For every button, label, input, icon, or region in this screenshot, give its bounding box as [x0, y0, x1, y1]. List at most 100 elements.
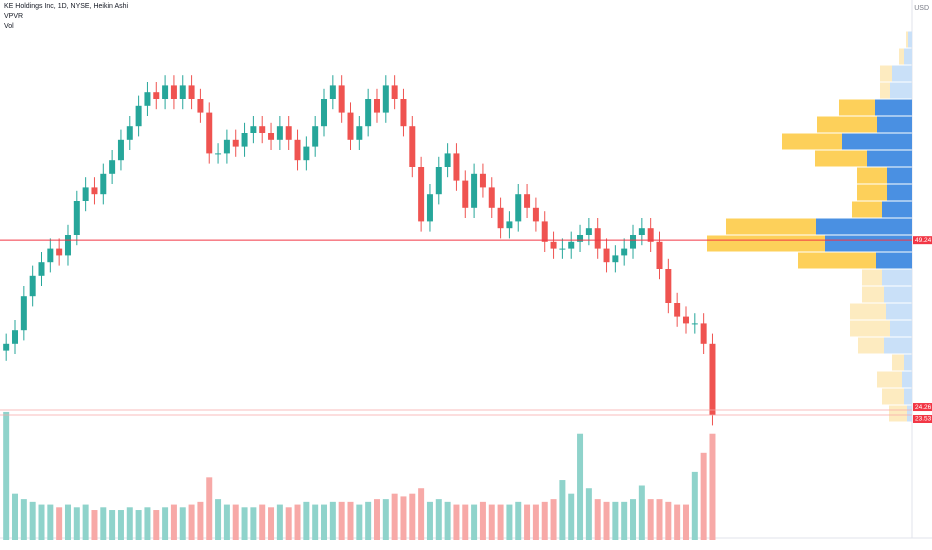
volume-bar	[64, 504, 71, 540]
volume-bar	[321, 504, 328, 540]
volume-bar	[665, 501, 672, 540]
candle-body	[250, 126, 257, 133]
profile-up	[816, 218, 912, 235]
volume-bar	[365, 501, 372, 540]
candle-body	[577, 235, 584, 242]
volume-bar	[215, 499, 222, 540]
candle-body	[223, 139, 230, 154]
candle-body	[550, 241, 557, 249]
volume-bar	[338, 501, 345, 540]
volume-bar	[400, 496, 407, 540]
candle-body	[709, 343, 716, 415]
candle-body	[382, 85, 389, 113]
profile-up	[884, 286, 912, 303]
volume-bar	[585, 488, 592, 540]
volume-bar	[162, 507, 169, 540]
volume-bar	[3, 411, 10, 540]
volume-bar	[550, 499, 557, 540]
candle-body	[568, 241, 575, 249]
price-label-box	[913, 414, 932, 423]
candle-body	[524, 194, 531, 208]
volume-bar	[100, 507, 107, 540]
candle-body	[691, 323, 698, 325]
volume-bar	[20, 499, 27, 540]
candle-body	[170, 85, 177, 99]
volume-bar	[241, 507, 248, 540]
candle-body	[206, 112, 213, 154]
candle-body	[91, 187, 98, 195]
candle-body	[488, 187, 495, 208]
profile-down	[726, 218, 816, 235]
volume-bar	[197, 501, 204, 540]
candle-body	[426, 194, 433, 222]
candle-body	[303, 146, 310, 161]
volume-bar	[630, 499, 637, 540]
candle-body	[268, 133, 275, 140]
candle-body	[444, 153, 451, 167]
candle-body	[497, 207, 504, 229]
chart-title: KE Holdings Inc, 1D, NYSE, Heikin Ashi	[4, 3, 129, 10]
price-label: 49.24	[915, 237, 932, 244]
candle-body	[321, 99, 328, 127]
candle-body	[585, 228, 592, 235]
candle-body	[700, 323, 707, 344]
profile-up	[892, 65, 912, 82]
candle-body	[259, 126, 266, 133]
profile-down	[880, 82, 890, 99]
volume-bar	[347, 501, 354, 540]
volume-bar	[594, 499, 601, 540]
profile-up	[890, 320, 912, 337]
volume-bar	[426, 501, 433, 540]
candle-body	[603, 248, 610, 263]
volume-bar	[109, 510, 116, 540]
volume-bar	[506, 504, 513, 540]
candle-body	[656, 241, 663, 269]
candle-body	[276, 126, 283, 140]
volume-bar	[135, 510, 142, 540]
volume-bar	[488, 504, 495, 540]
profile-down	[858, 337, 884, 354]
profile-up	[902, 371, 912, 388]
profile-up	[886, 303, 912, 320]
volume-bar	[453, 504, 460, 540]
volume-bar	[250, 507, 257, 540]
volume-bar	[179, 507, 186, 540]
candle-body	[515, 194, 522, 222]
volume-bar	[47, 504, 54, 540]
volume-bar	[700, 452, 707, 540]
candle-body	[532, 207, 539, 222]
profile-down	[850, 303, 886, 320]
volume-bar	[559, 480, 566, 540]
profile-up	[882, 269, 912, 286]
candle-body	[232, 139, 239, 147]
profile-down	[899, 48, 904, 65]
volume-bar	[276, 504, 283, 540]
volume-bar	[73, 507, 80, 540]
volume-bar	[391, 493, 398, 540]
currency: USD	[914, 5, 929, 12]
volume-bar	[12, 493, 19, 540]
profile-down	[815, 150, 867, 167]
volume-bar	[621, 501, 628, 540]
profile-up	[876, 252, 912, 269]
profile-down	[839, 99, 875, 116]
indicator-label: Vol	[4, 23, 14, 30]
candle-body	[621, 248, 628, 256]
volume-bar	[709, 433, 716, 540]
volume-bar	[409, 493, 416, 540]
volume-bar	[82, 504, 89, 540]
volume-bar	[188, 504, 195, 540]
volume-bar	[294, 504, 301, 540]
candle-body	[285, 126, 292, 140]
candle-body	[47, 248, 54, 263]
candle-body	[541, 221, 548, 242]
volume-bar	[656, 499, 663, 540]
profile-up	[904, 388, 912, 405]
volume-bar	[532, 504, 539, 540]
candle-body	[12, 330, 19, 344]
candle-body	[418, 167, 425, 222]
candle-body	[329, 85, 336, 99]
price-label-box	[913, 403, 932, 412]
candle-body	[56, 248, 63, 256]
